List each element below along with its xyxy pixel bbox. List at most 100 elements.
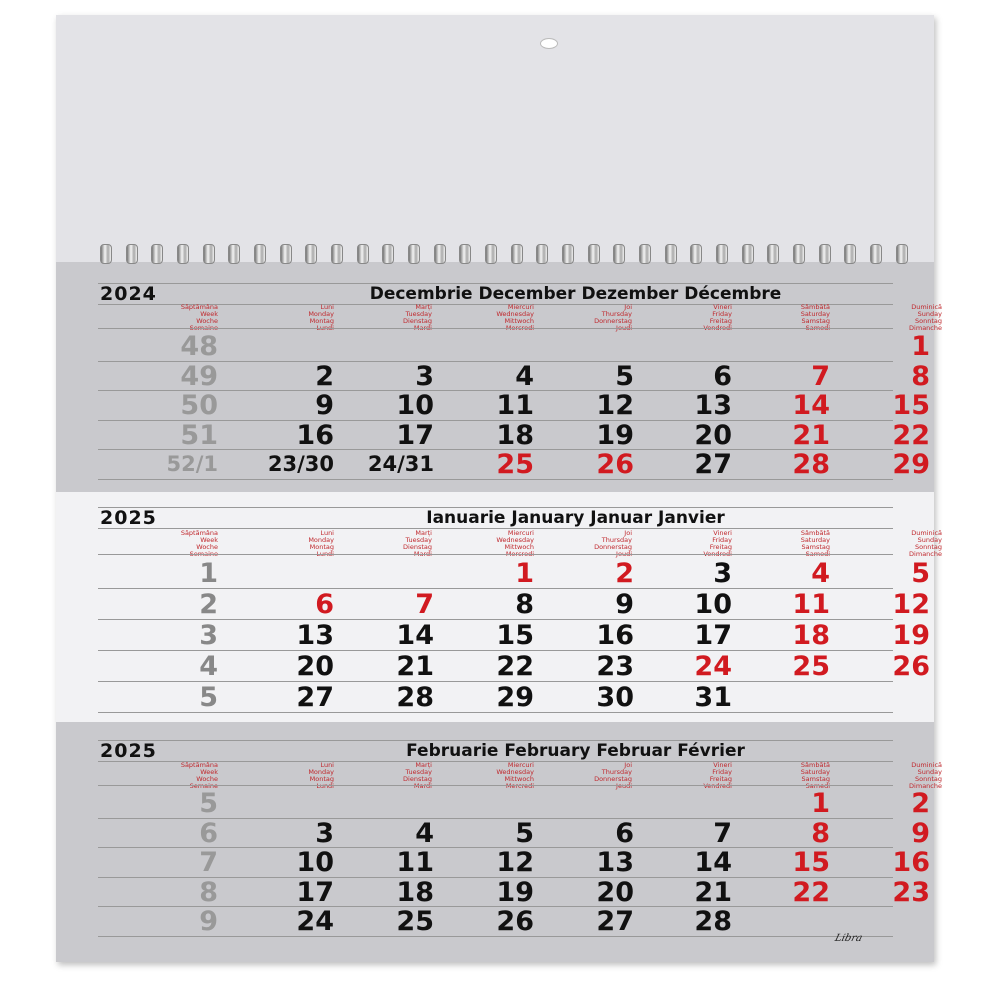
spiral-coil (613, 244, 626, 264)
weekday-label-line: Vendredi (703, 782, 732, 790)
year-label: 2025 (100, 740, 157, 762)
day-number: 13 (296, 620, 334, 651)
spiral-coil (562, 244, 575, 264)
weekday-label-line: Vineri (713, 529, 732, 537)
day-number: 8 (911, 360, 930, 392)
weekday-label-line: Friday (712, 310, 732, 318)
week-row: 2 6 7 8 9 10 11 12 (98, 589, 930, 620)
day-number: 17 (396, 419, 434, 451)
weekday-label-line: Joi (624, 303, 632, 311)
spiral-coil (331, 244, 344, 264)
weekday-label-line: Lundi (316, 782, 334, 790)
week-label-line: Week (200, 536, 218, 544)
day-number: 22 (496, 651, 534, 682)
week-number: 51 (180, 419, 218, 451)
day-number: 13 (694, 390, 732, 421)
week-number: 5 (199, 788, 218, 819)
weekday-label-line: Dienstag (403, 775, 432, 783)
day-number: 14 (396, 620, 434, 651)
week-row: 48 1 (98, 332, 930, 362)
day-number: 7 (811, 360, 830, 392)
day-number: 28 (694, 906, 732, 938)
weekday-label-line: Marți (415, 303, 432, 311)
spiral-coil (587, 244, 600, 264)
day-number: 24 (296, 906, 334, 938)
week-row: 7 10 11 12 13 14 15 16 (98, 847, 930, 879)
day-number: 11 (792, 589, 830, 620)
day-number: 21 (792, 419, 830, 451)
spiral-coil (100, 244, 112, 264)
day-number: 9 (911, 817, 930, 849)
weekday-label-line: Thursday (601, 768, 632, 776)
day-number: 4 (415, 817, 434, 849)
day-number: 19 (892, 620, 930, 651)
day-number: 3 (415, 360, 434, 392)
day-number: 6 (615, 817, 634, 849)
day-number: 26 (496, 906, 534, 938)
day-number: 30 (596, 682, 634, 713)
day-number: 1 (515, 558, 534, 589)
month-title: Ianuarie January Januar Janvier (426, 508, 725, 528)
day-number: 3 (315, 817, 334, 849)
spiral-coil (870, 244, 883, 264)
weekday-label-line: Donnerstag (594, 543, 632, 551)
weekday-label-line: Mittwoch (504, 317, 535, 325)
spiral-coil (382, 244, 395, 264)
weekday-label-line: Monday (308, 310, 334, 318)
weekday-label-line: Marți (415, 761, 432, 769)
week-label-line: Săptămâna (180, 529, 218, 537)
day-number: 15 (496, 620, 534, 651)
split-date: 23/30 (267, 452, 334, 476)
weekday-label-line: Friday (712, 768, 732, 776)
day-number: 16 (892, 847, 930, 879)
weekday-label-line: Freitag (709, 543, 732, 551)
day-labels-divider (98, 328, 893, 329)
month-header: 2025 Februarie February Februar Février (98, 740, 893, 762)
weekday-label-line: Monday (308, 536, 334, 544)
day-number: 22 (892, 419, 930, 451)
weekday-label-line: Mittwoch (504, 543, 535, 551)
spiral-coil (356, 244, 369, 264)
week-number: 7 (199, 847, 218, 879)
weekday-label-line: Dimanche (909, 324, 942, 332)
weekday-label: Vineri Friday Freitag Vendredi (662, 762, 732, 790)
day-number: 21 (694, 876, 732, 908)
day-number: 17 (296, 876, 334, 908)
day-number: 18 (396, 876, 434, 908)
day-number: 2 (315, 360, 334, 392)
week-number: 8 (199, 876, 218, 908)
spiral-coil (459, 244, 472, 264)
spiral-coil (279, 244, 292, 264)
week-label-line: Săptămâna (180, 303, 218, 311)
split-date: 24/31 (367, 452, 434, 476)
week-label-line: Week (200, 768, 218, 776)
weekday-label-line: Luni (320, 761, 334, 769)
week-label-line: Woche (196, 317, 218, 325)
weekday-label-line: Friday (712, 536, 732, 544)
day-number: 28 (396, 682, 434, 713)
week-row: 9 24 25 26 27 28 (98, 907, 893, 937)
weekday-label-line: Sonntag (915, 317, 942, 325)
week-row: 52/1 23/30 24/31 25 26 27 28 29 (98, 449, 930, 480)
spiral-coil (510, 244, 523, 264)
spiral-coil (716, 244, 729, 264)
weekday-label-line: Monday (308, 768, 334, 776)
month-panel-february-2025: 2025 Februarie February Februar Février Să… (56, 722, 942, 962)
day-number: 15 (892, 390, 930, 421)
day-number: 1 (911, 331, 930, 362)
weekday-label: Duminică Sunday Sonntag Dimanche (872, 304, 942, 332)
weekday-label-line: Saturday (800, 310, 830, 318)
day-number: 11 (496, 390, 534, 421)
weekday-label-line: Mardi (413, 782, 432, 790)
day-number: 18 (792, 620, 830, 651)
weekday-label-line: Joi (624, 529, 632, 537)
day-number: 21 (396, 651, 434, 682)
weekday-label-line: Sunday (917, 536, 942, 544)
day-number: 4 (811, 558, 830, 589)
weekday-label: Luni Monday Montag Lundi (264, 762, 334, 790)
week-label-line: Woche (196, 775, 218, 783)
weekday-label-line: Dimanche (909, 782, 942, 790)
day-number: 10 (396, 390, 434, 421)
spiral-coil (202, 244, 215, 264)
day-number: 28 (792, 449, 830, 480)
